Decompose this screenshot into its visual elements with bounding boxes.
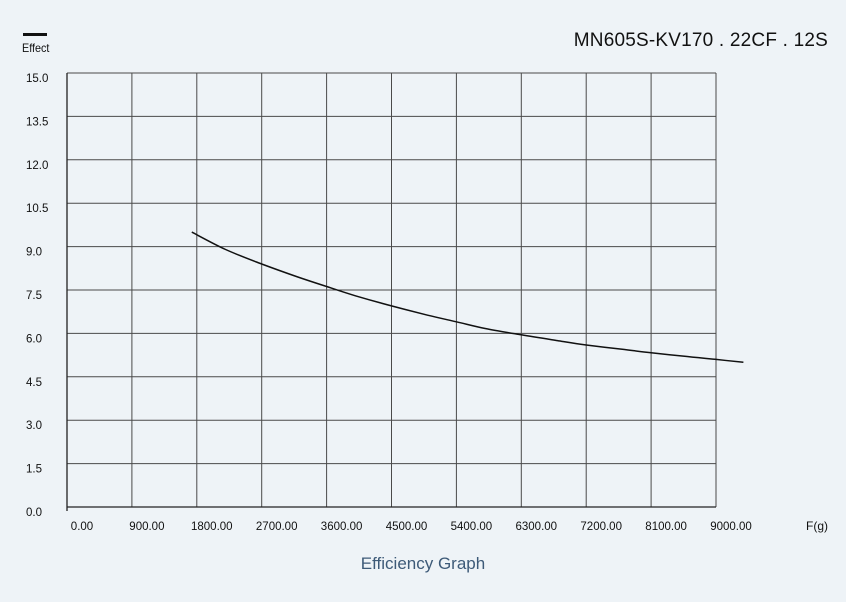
y-tick-label: 15.0 (26, 73, 48, 85)
y-tick-label: 4.5 (26, 377, 42, 389)
x-axis-label: F(g) (806, 519, 828, 533)
y-tick-label: 3.0 (26, 420, 42, 432)
chart-caption: Efficiency Graph (360, 554, 486, 573)
legend-swatch (23, 33, 47, 36)
x-tick-label: 9000.00 (710, 521, 752, 533)
x-tick-label: 0.00 (71, 521, 93, 533)
x-tick-label: 8100.00 (645, 521, 687, 533)
legend-label: Effect (22, 41, 50, 55)
x-tick-label: 6300.00 (516, 521, 558, 533)
x-tick-label: 2700.00 (256, 521, 298, 533)
x-tick-label: 4500.00 (386, 521, 428, 533)
x-tick-label: 900.00 (129, 521, 164, 533)
y-tick-label: 10.5 (26, 203, 48, 215)
y-tick-label: 13.5 (26, 116, 48, 128)
x-tick-label: 5400.00 (451, 521, 493, 533)
y-tick-label: 0.0 (26, 507, 42, 519)
series-line-effect (191, 231, 744, 364)
x-tick-label: 7200.00 (580, 521, 622, 533)
y-tick-label: 7.5 (26, 290, 42, 302)
y-tick-label: 9.0 (26, 247, 42, 259)
y-tick-label: 12.0 (26, 160, 48, 172)
y-tick-label: 6.0 (26, 333, 42, 345)
x-tick-label: 1800.00 (191, 521, 233, 533)
x-tick-label: 3600.00 (321, 521, 363, 533)
y-tick-label: 1.5 (26, 464, 42, 476)
chart-title: MN605S-KV170 . 22CF . 12S (573, 30, 828, 51)
